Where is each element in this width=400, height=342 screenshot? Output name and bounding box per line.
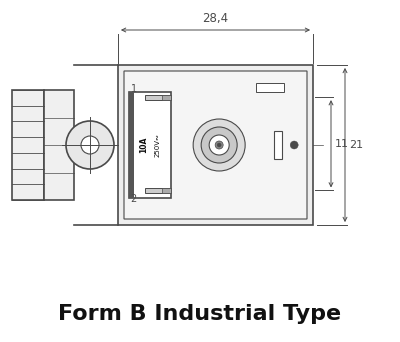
Bar bbox=[274, 131, 282, 159]
Text: 21: 21 bbox=[349, 140, 363, 150]
Text: 10A: 10A bbox=[139, 137, 148, 153]
Bar bbox=[162, 95, 171, 100]
FancyBboxPatch shape bbox=[124, 71, 307, 219]
Bar bbox=[129, 92, 171, 198]
Circle shape bbox=[66, 121, 114, 169]
Text: 28,4: 28,4 bbox=[202, 12, 228, 25]
Bar bbox=[162, 188, 171, 193]
Bar bbox=[256, 83, 284, 92]
Circle shape bbox=[193, 119, 245, 171]
FancyBboxPatch shape bbox=[118, 65, 313, 225]
Bar bbox=[129, 92, 134, 198]
Circle shape bbox=[201, 127, 237, 163]
Bar bbox=[145, 95, 171, 100]
Circle shape bbox=[290, 141, 298, 149]
Circle shape bbox=[215, 141, 223, 149]
Circle shape bbox=[217, 143, 221, 147]
Text: Form B Industrial Type: Form B Industrial Type bbox=[58, 304, 342, 324]
Text: 250V∾: 250V∾ bbox=[154, 133, 160, 157]
Circle shape bbox=[209, 135, 229, 155]
Bar bbox=[44, 90, 74, 200]
Circle shape bbox=[81, 136, 99, 154]
Text: 1: 1 bbox=[131, 84, 137, 94]
Text: 2: 2 bbox=[130, 194, 136, 204]
Bar bbox=[145, 188, 171, 193]
Text: 11: 11 bbox=[335, 139, 349, 149]
Bar bbox=[12, 90, 44, 200]
